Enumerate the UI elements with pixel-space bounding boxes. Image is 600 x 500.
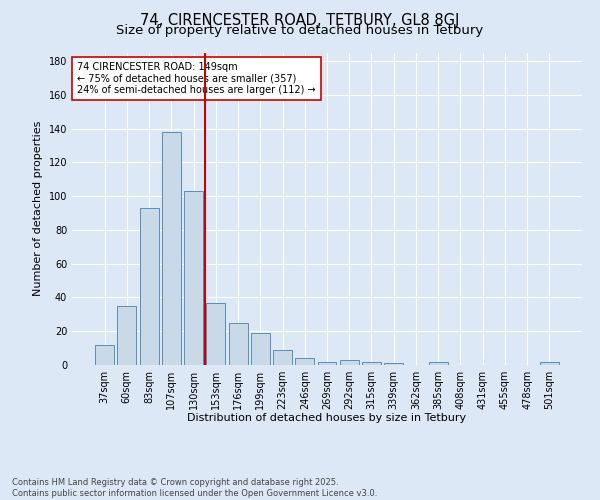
Bar — [95, 344, 114, 365]
Text: Contains HM Land Registry data © Crown copyright and database right 2025.
Contai: Contains HM Land Registry data © Crown c… — [12, 478, 377, 498]
Text: 74 CIRENCESTER ROAD: 149sqm
← 75% of detached houses are smaller (357)
24% of se: 74 CIRENCESTER ROAD: 149sqm ← 75% of det… — [77, 62, 316, 95]
Text: Size of property relative to detached houses in Tetbury: Size of property relative to detached ho… — [116, 24, 484, 37]
Bar — [340, 360, 359, 365]
Bar — [184, 191, 203, 365]
Bar — [362, 362, 381, 365]
Bar — [295, 358, 314, 365]
Y-axis label: Number of detached properties: Number of detached properties — [33, 121, 43, 296]
Bar — [140, 208, 158, 365]
Bar — [118, 306, 136, 365]
Bar — [229, 323, 248, 365]
Bar — [251, 333, 270, 365]
Text: 74, CIRENCESTER ROAD, TETBURY, GL8 8GJ: 74, CIRENCESTER ROAD, TETBURY, GL8 8GJ — [140, 12, 460, 28]
X-axis label: Distribution of detached houses by size in Tetbury: Distribution of detached houses by size … — [187, 414, 467, 424]
Bar — [273, 350, 292, 365]
Bar — [429, 362, 448, 365]
Bar — [162, 132, 181, 365]
Bar — [384, 364, 403, 365]
Bar — [540, 362, 559, 365]
Bar — [206, 302, 225, 365]
Bar — [317, 362, 337, 365]
